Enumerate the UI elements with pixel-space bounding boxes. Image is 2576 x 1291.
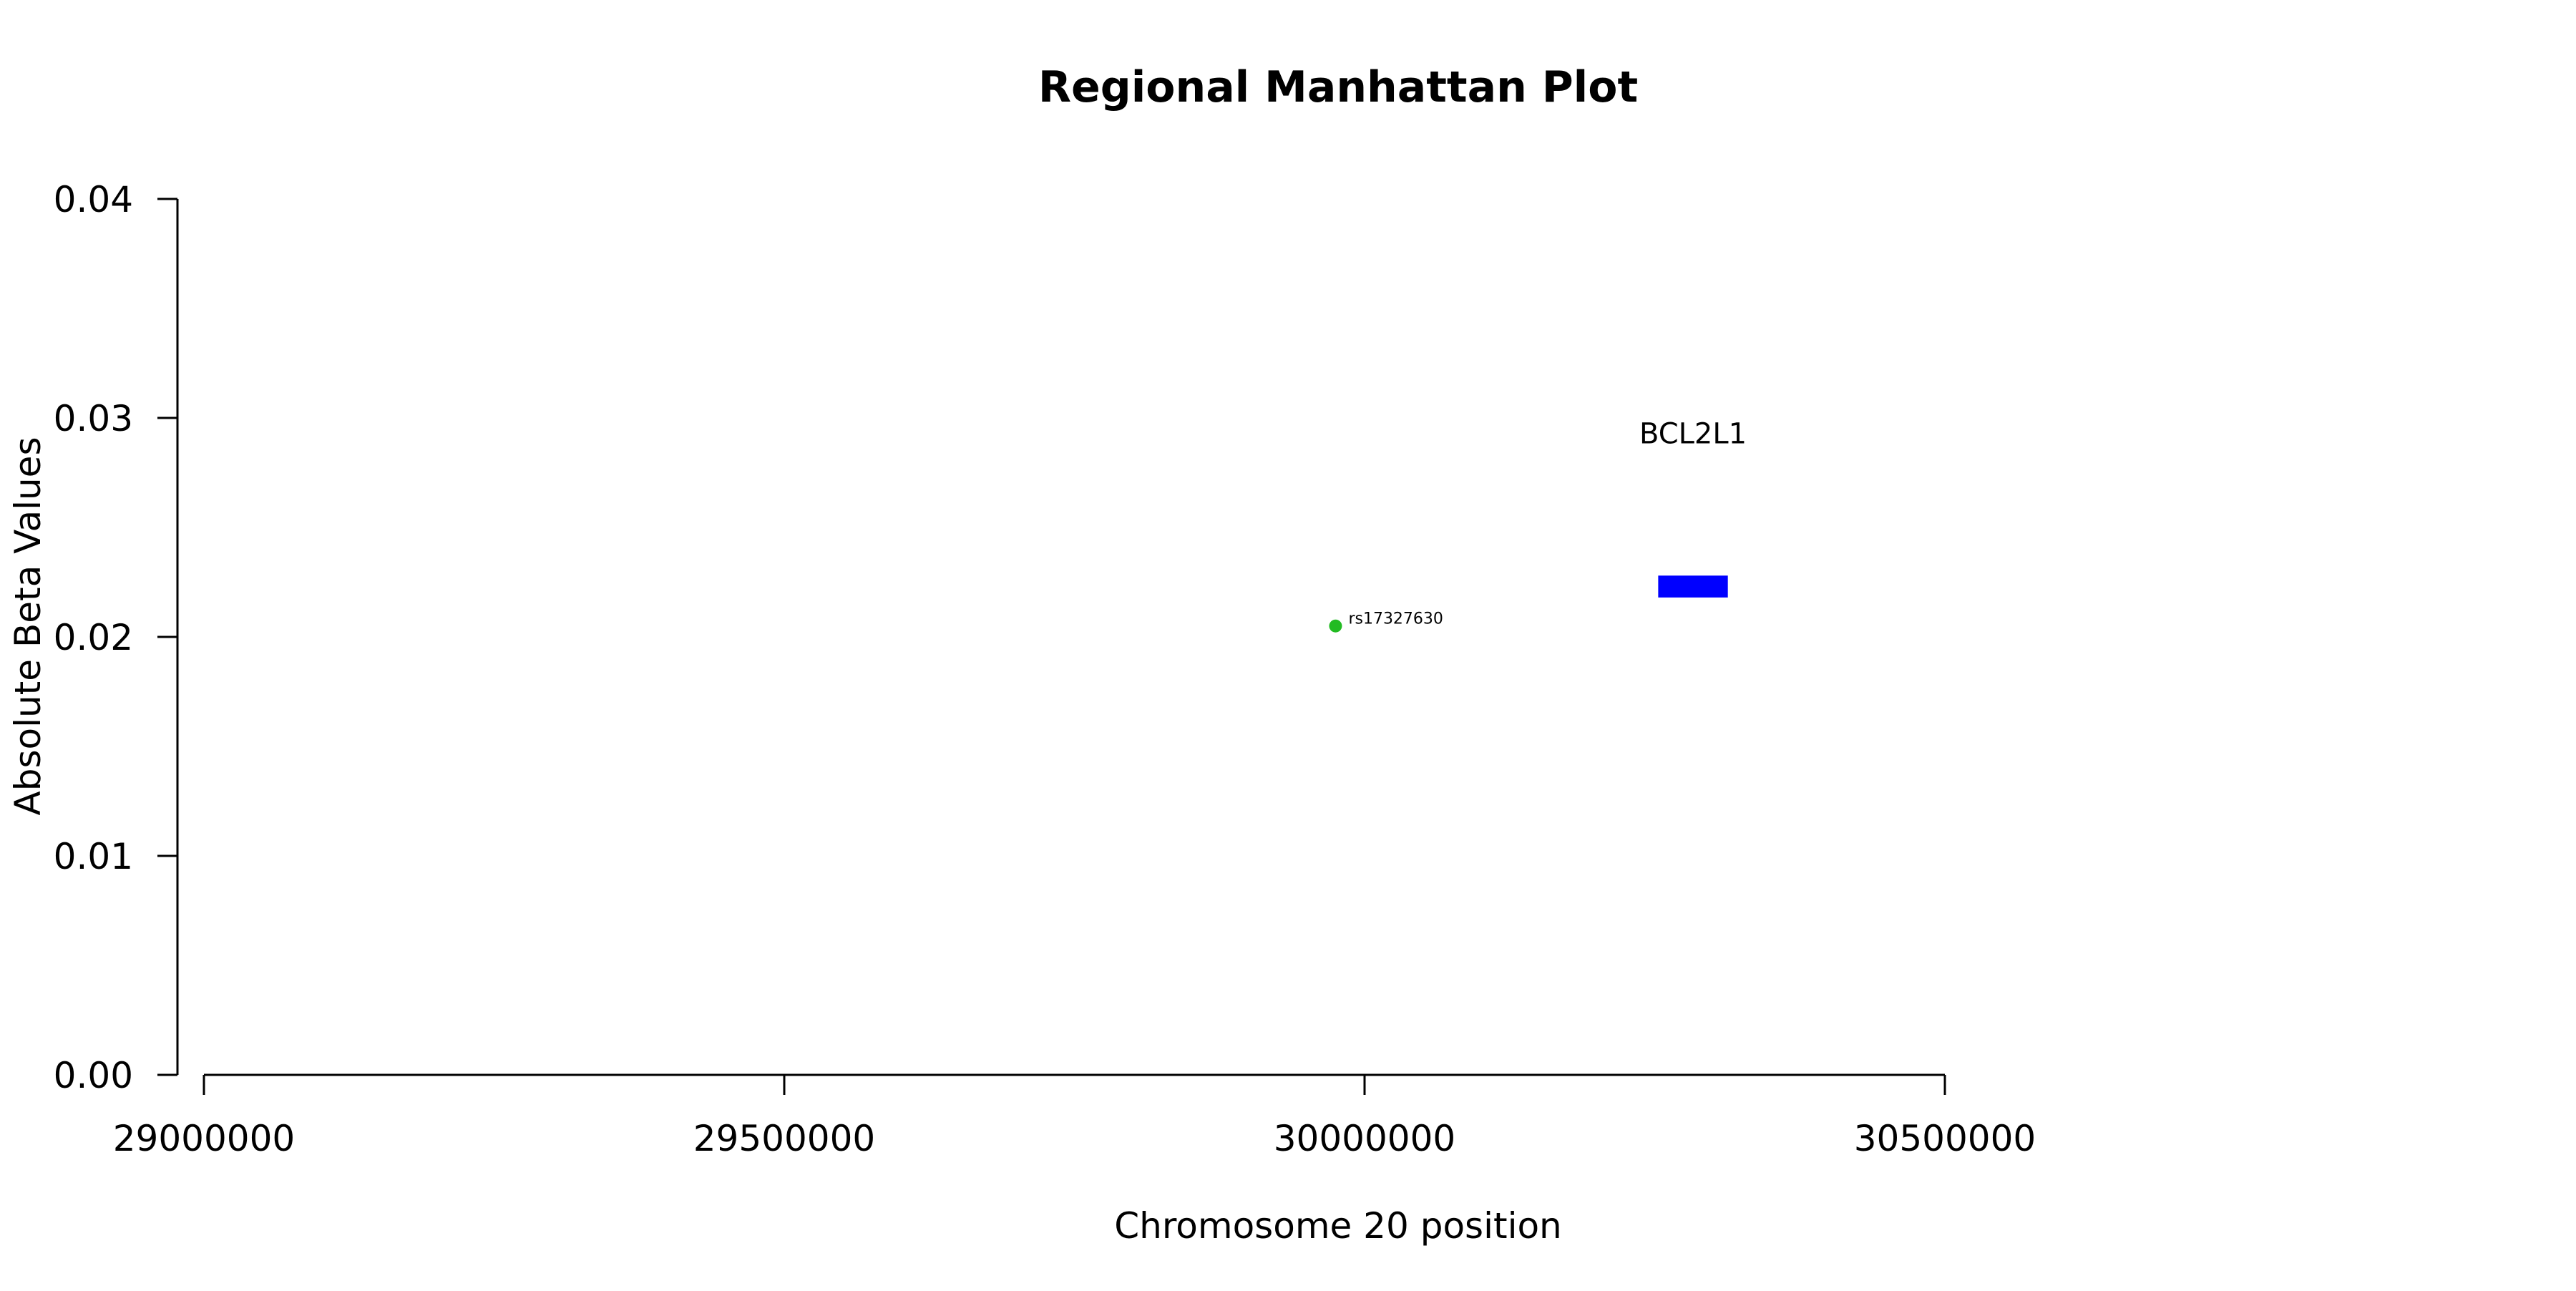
gene-label: BCL2L1	[1639, 417, 1747, 450]
y-tick-label: 0.00	[54, 1055, 133, 1096]
snp-label: rs17327630	[1348, 610, 1443, 628]
gene-track: BCL2L1	[1639, 417, 1747, 598]
snp-point	[1329, 619, 1342, 633]
x-tick-label: 29500000	[693, 1118, 876, 1159]
y-tick-label: 0.03	[54, 398, 133, 439]
y-tick-label: 0.04	[54, 179, 133, 220]
x-tick-label: 30000000	[1274, 1118, 1456, 1159]
x-tick-label: 29000000	[113, 1118, 296, 1159]
chart-title: Regional Manhattan Plot	[1038, 62, 1638, 112]
y-tick-label: 0.02	[54, 617, 133, 658]
y-tick-label: 0.01	[54, 836, 133, 877]
x-axis: 29000000 29500000 30000000 30500000	[113, 1073, 2036, 1159]
x-axis-label: Chromosome 20 position	[1114, 1205, 1562, 1247]
y-axis: 0.00 0.01 0.02 0.03 0.04	[54, 179, 179, 1096]
x-tick-label: 30500000	[1854, 1118, 2036, 1159]
gene-rect	[1658, 575, 1728, 598]
y-axis-label: Absolute Beta Values	[7, 437, 49, 816]
snp-points: rs17327630	[1329, 610, 1443, 633]
